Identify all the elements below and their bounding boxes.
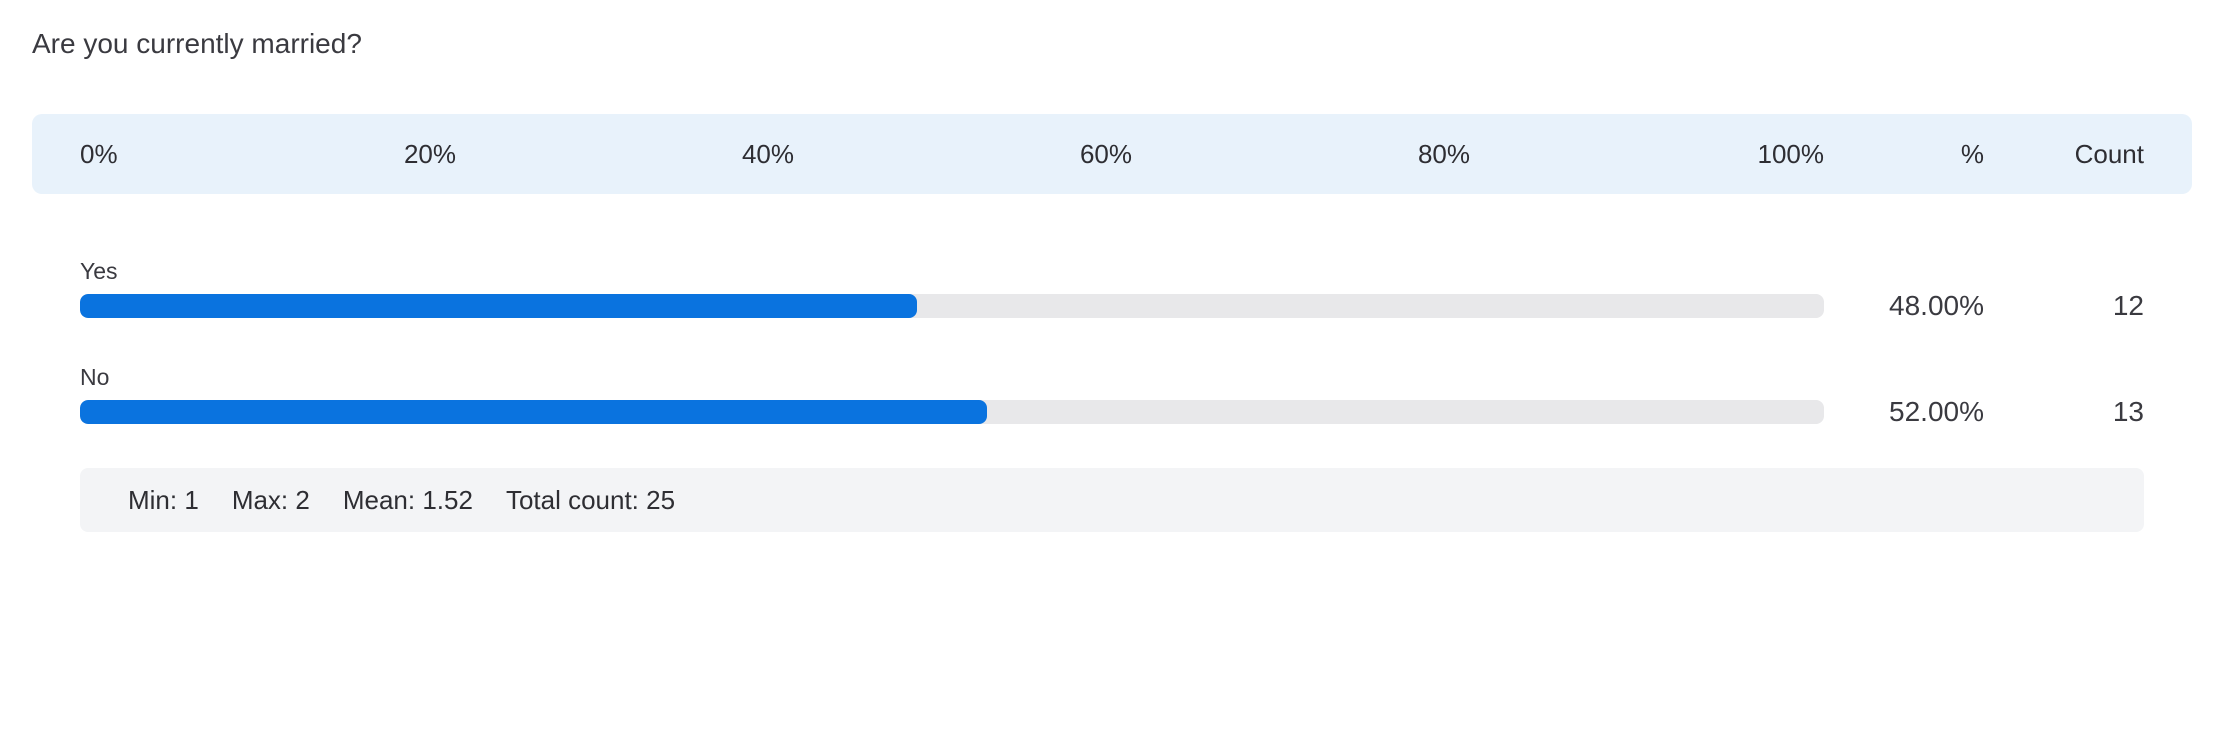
axis-tick-label: 0% xyxy=(80,139,118,169)
axis-tick-label: 100% xyxy=(1757,139,1825,169)
axis-tick-label: 80% xyxy=(1417,139,1471,169)
bar-fill-yes xyxy=(80,294,918,318)
stat-total-count: Total count: 25 xyxy=(505,484,676,515)
row-label-yes: Yes xyxy=(80,258,118,284)
summary-stats-bar: Min: 1 Max: 2 Mean: 1.52 Total count: 25 xyxy=(80,468,2144,532)
axis-tick-label: 20% xyxy=(403,139,457,169)
question-title: Are you currently married? xyxy=(32,28,362,59)
bar-fill-no xyxy=(80,400,987,424)
count-value-no: 13 xyxy=(2112,396,2144,427)
stat-min: Min: 1 xyxy=(128,484,199,515)
axis-tick-label: 40% xyxy=(741,139,795,169)
count-column-header: Count xyxy=(2074,139,2144,169)
row-label-no: No xyxy=(80,364,110,390)
stat-max: Max: 2 xyxy=(231,484,310,515)
stat-mean: Mean: 1.52 xyxy=(342,484,473,515)
bar-track-yes xyxy=(80,294,1824,318)
percent-column-header: % xyxy=(1960,139,1984,169)
bar-track-no xyxy=(80,400,1824,424)
count-value-yes: 12 xyxy=(2112,290,2144,321)
header-band xyxy=(32,114,2192,194)
percent-value-no: 52.00% xyxy=(1889,396,1984,427)
axis-tick-label: 60% xyxy=(1079,139,1133,169)
percent-value-yes: 48.00% xyxy=(1889,290,1984,321)
